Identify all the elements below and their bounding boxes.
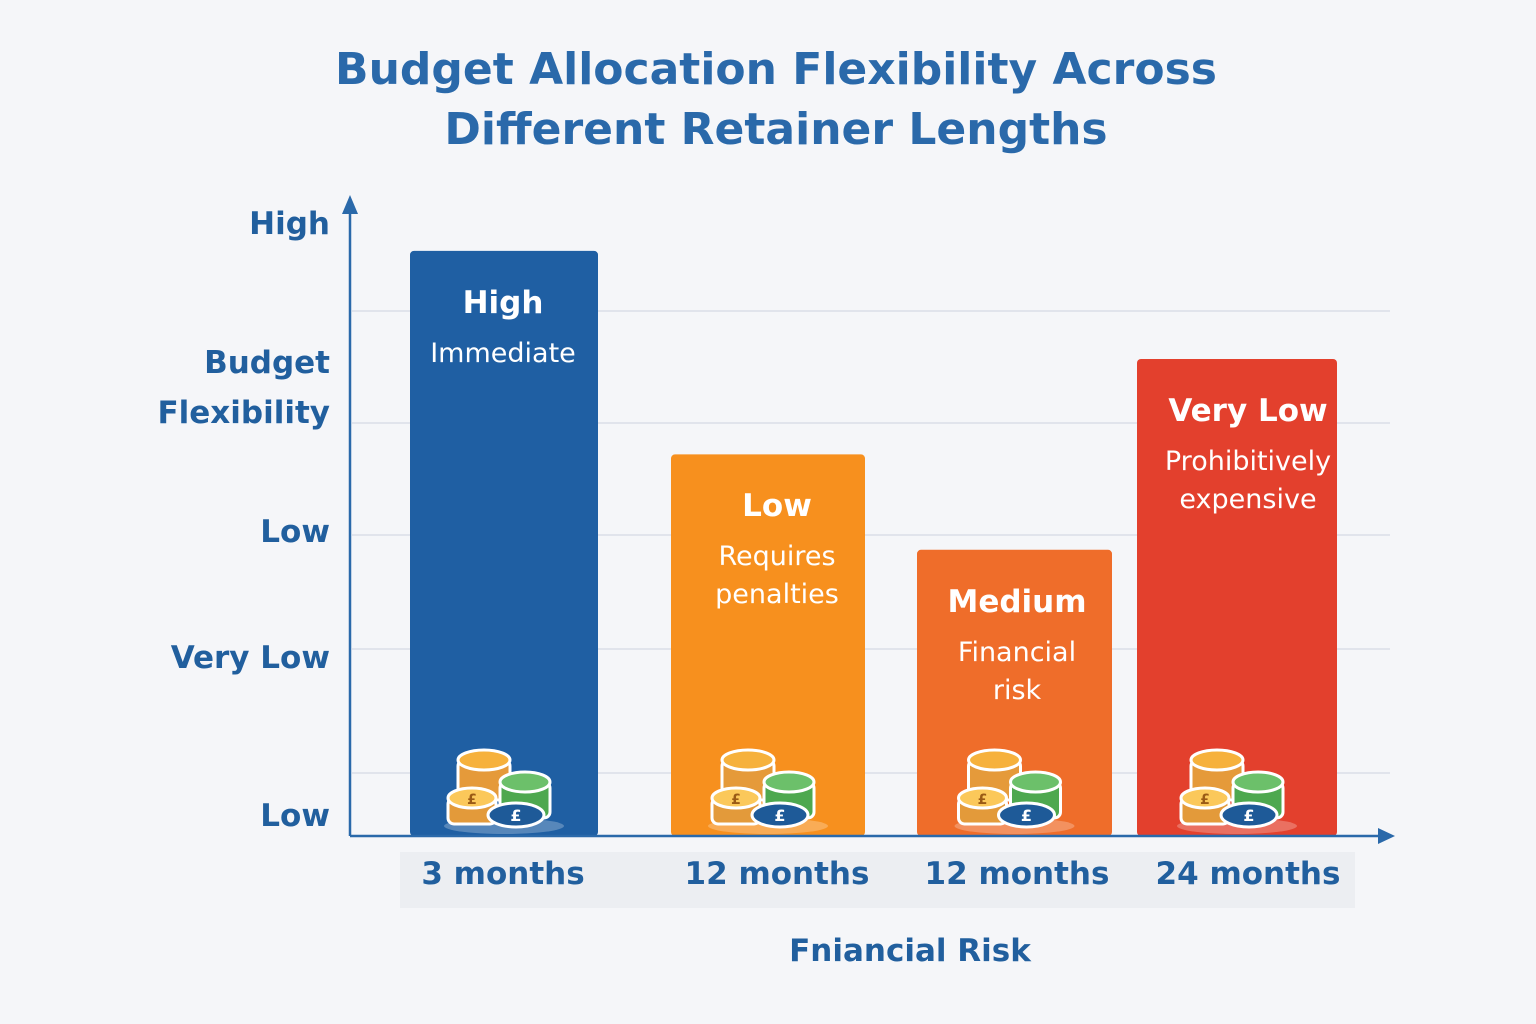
coin-stack-pound-icon: £ £ xyxy=(444,748,564,834)
svg-text:£: £ xyxy=(467,792,477,808)
bar-level-label: High xyxy=(462,284,544,321)
y-tick-label-low-bottom: Low xyxy=(260,798,330,834)
svg-text:£: £ xyxy=(1243,806,1254,825)
bar-description-line: expensive xyxy=(1179,484,1317,515)
bar-label: Very Low Prohibitively expensive xyxy=(1118,393,1378,519)
coin-stack-pound-icon: £ £ xyxy=(708,748,828,834)
bar-description: Immediate xyxy=(373,335,633,373)
coin-stack-pound-icon: £ £ xyxy=(954,748,1075,834)
x-tick-label: 12 months xyxy=(924,856,1110,892)
coin-stack-pound-icon: £ £ xyxy=(1177,748,1297,834)
svg-text:£: £ xyxy=(1200,792,1210,808)
bar-label: Low Requires penalties xyxy=(647,488,907,614)
svg-text:£: £ xyxy=(1021,806,1032,825)
bar-level-label: Low xyxy=(742,488,812,525)
bar-label: Medium Financial risk xyxy=(887,584,1147,710)
x-axis-title: Fniancial Risk xyxy=(789,933,1031,969)
bar-level-label: Very Low xyxy=(1168,393,1328,429)
svg-text:£: £ xyxy=(731,792,741,808)
y-axis-title: Budget Flexibility xyxy=(157,338,330,438)
bar-description: Requires penalties xyxy=(647,538,907,614)
y-tick-label-high: High xyxy=(249,206,330,242)
x-tick-label: 3 months xyxy=(421,856,585,892)
y-axis-title-line-2: Flexibility xyxy=(157,395,330,431)
svg-text:£: £ xyxy=(774,806,785,825)
bar-description-line: Financial xyxy=(957,636,1077,668)
bar xyxy=(671,454,865,836)
bar-description-line: Requires xyxy=(718,541,836,573)
y-axis-title-line-1: Budget xyxy=(204,345,330,381)
bar-label: High Immediate xyxy=(373,285,633,373)
chart-title-line-1: Budget Allocation Flexibility Across xyxy=(335,44,1217,95)
bar-description: Financial risk xyxy=(887,634,1147,710)
bar-level-label: Medium xyxy=(947,583,1087,620)
bar-description-line: Immediate xyxy=(430,337,576,369)
bar-description-line: Prohibitively xyxy=(1164,446,1332,477)
bar xyxy=(917,549,1112,836)
bar-description: Prohibitively expensive xyxy=(1118,443,1378,519)
y-tick-label-low: Low xyxy=(260,514,330,550)
bar-description-line: risk xyxy=(992,674,1042,706)
y-axis-arrow-icon xyxy=(342,195,358,214)
x-tick-label: 24 months xyxy=(1155,856,1341,892)
svg-text:£: £ xyxy=(978,792,988,808)
x-axis-arrow-icon xyxy=(1378,828,1395,844)
chart-title: Budget Allocation Flexibility Across Dif… xyxy=(0,40,1536,160)
chart-title-line-2: Different Retainer Lengths xyxy=(444,104,1108,155)
x-label-band xyxy=(400,852,1355,908)
y-tick-label-very-low: Very Low xyxy=(170,640,330,676)
x-tick-label: 12 months xyxy=(684,856,870,892)
svg-text:£: £ xyxy=(510,806,521,825)
bar-description-line: penalties xyxy=(715,579,839,611)
bar xyxy=(1137,359,1337,836)
bar xyxy=(410,250,598,836)
